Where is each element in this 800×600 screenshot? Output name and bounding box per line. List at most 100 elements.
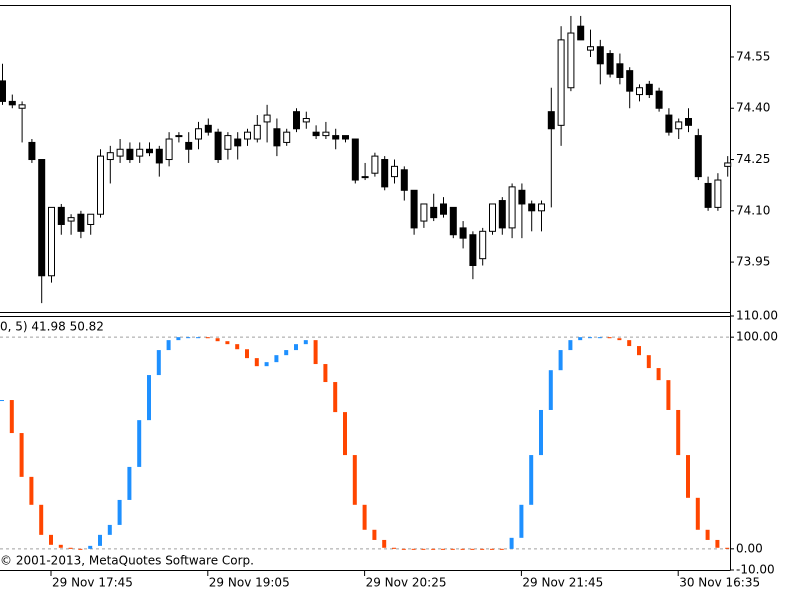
indicator-segment	[607, 337, 612, 339]
candle-body	[685, 118, 692, 126]
candle-body	[528, 203, 536, 212]
indicator-segment	[490, 548, 494, 550]
indicator-segment	[470, 548, 475, 550]
indicator-segment	[558, 350, 563, 371]
indicator-segment	[705, 529, 710, 540]
indicator-segment	[215, 338, 220, 342]
y-tick-label: 0.00	[736, 541, 763, 555]
indicator-segment	[294, 344, 298, 351]
candle-body	[508, 186, 516, 229]
indicator-segment	[431, 548, 436, 550]
candle-body	[381, 159, 389, 188]
indicator-segment	[617, 338, 622, 341]
candle-body	[351, 138, 359, 181]
candle-body	[391, 165, 398, 178]
candle-body	[57, 206, 65, 225]
candle-body	[155, 148, 163, 164]
indicator-segment	[578, 337, 583, 341]
indicator-segment	[19, 433, 24, 477]
candle-body	[116, 148, 124, 157]
indicator-segment	[411, 548, 416, 550]
indicator-segment	[392, 547, 396, 549]
y-tick-label: 74.25	[736, 152, 770, 166]
indicator-segment	[254, 358, 259, 367]
indicator-segment	[695, 497, 700, 530]
indicator-segment	[39, 504, 44, 535]
indicator-segment	[98, 534, 102, 546]
candle-body	[400, 169, 408, 191]
candle-body	[126, 148, 134, 161]
y-tick-label: 110.00	[736, 309, 778, 323]
candle-body	[626, 70, 634, 92]
candle-body	[204, 124, 212, 133]
candle-body	[430, 206, 438, 219]
x-tick-label: 29 Nov 17:45	[52, 576, 133, 590]
indicator-segment	[460, 548, 465, 550]
candle-body	[253, 124, 261, 140]
indicator-segment	[352, 455, 357, 505]
candle-body	[18, 104, 26, 109]
indicator-segment	[9, 400, 14, 434]
indicator-segment	[58, 544, 63, 548]
indicator-segment	[303, 340, 308, 345]
candle-body	[636, 87, 643, 96]
candle-body	[214, 131, 222, 161]
indicator-segment	[225, 341, 230, 345]
candle-body	[420, 203, 428, 222]
indicator-segment	[715, 539, 720, 548]
candle-body	[459, 227, 467, 239]
x-tick-label: 29 Nov 20:25	[366, 576, 447, 590]
x-tick-label: 30 Nov 16:35	[679, 576, 760, 590]
candle-body	[675, 121, 683, 130]
indicator-segment	[509, 537, 514, 549]
candle-body	[606, 53, 614, 75]
indicator-segment	[450, 548, 455, 550]
indicator-segment	[313, 340, 318, 365]
candle-body	[567, 32, 575, 89]
candle-body	[77, 213, 85, 232]
candle-body	[87, 213, 95, 225]
indicator-segment	[333, 382, 338, 413]
candle-body	[489, 203, 496, 232]
candle-body	[342, 135, 349, 140]
indicator-segment	[656, 368, 661, 381]
candle-body	[293, 111, 300, 130]
candle-body	[724, 162, 732, 167]
candle-body	[371, 155, 379, 174]
candle-body	[106, 152, 114, 161]
candle-body	[263, 114, 271, 123]
candle-body	[440, 203, 447, 215]
y-tick-label: -10.00	[736, 563, 775, 577]
indicator-title: 0, 5) 41.98 50.82	[0, 320, 104, 334]
candle-body	[312, 131, 320, 137]
candle-body	[322, 131, 330, 137]
indicator-segment	[676, 409, 681, 456]
candle-body	[283, 131, 291, 143]
candle-body	[518, 189, 526, 205]
indicator-segment	[156, 350, 161, 376]
y-tick-label: 73.95	[736, 255, 770, 269]
candle-body	[479, 230, 487, 260]
indicator-segment	[29, 476, 34, 505]
indicator-segment	[646, 355, 651, 369]
candle-body	[136, 148, 144, 157]
x-tick-label: 29 Nov 21:45	[522, 576, 603, 590]
indicator-segment	[88, 545, 93, 549]
indicator-segment	[382, 539, 387, 548]
candle-body	[97, 155, 104, 215]
indicator-segment	[205, 337, 210, 339]
candle-body	[547, 111, 555, 130]
indicator-segment	[686, 455, 690, 498]
indicator-segment	[539, 409, 543, 456]
candle-body	[577, 25, 585, 41]
candle-body	[616, 63, 624, 78]
candle-body	[587, 46, 594, 51]
indicator-segment	[107, 524, 112, 535]
candle-body	[694, 135, 702, 178]
indicator-segment	[401, 548, 406, 550]
copyright: © 2001-2013, MetaQuotes Software Corp.	[0, 554, 254, 568]
indicator-segment	[441, 548, 445, 550]
candle-body	[498, 200, 506, 229]
indicator-segment	[480, 548, 485, 550]
